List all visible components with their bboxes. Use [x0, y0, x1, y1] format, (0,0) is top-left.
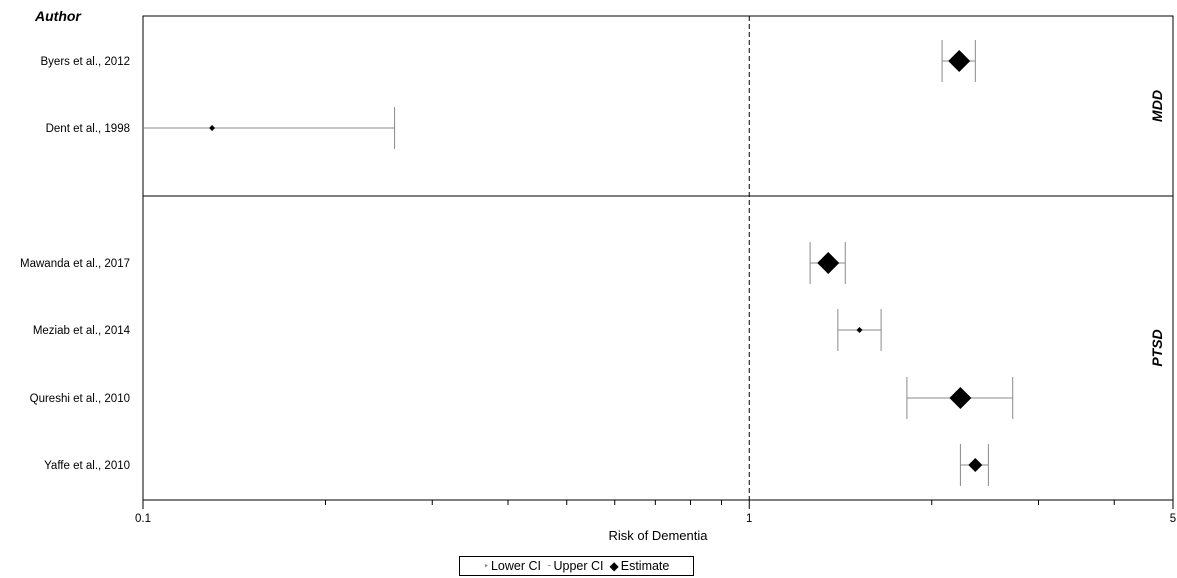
- legend-label-lower-ci: Lower CI: [490, 559, 541, 573]
- estimate-diamond: [817, 252, 840, 274]
- legend-item-lower-ci: ‣ Lower CI: [484, 559, 541, 573]
- legend-item-estimate: ◆ Estimate: [610, 559, 670, 573]
- study-row: Mawanda et al., 2017: [20, 242, 846, 284]
- column-header: Author: [34, 8, 82, 24]
- study-label: Dent et al., 1998: [46, 123, 130, 135]
- estimate-diamond-icon: ◆: [609, 559, 619, 573]
- study-row: Meziab et al., 2014: [33, 309, 882, 351]
- x-tick-label: 1: [746, 513, 752, 525]
- estimate-diamond: [968, 458, 983, 472]
- upper-ci-marker-icon: ⁃: [546, 560, 552, 571]
- legend-label-upper-ci: Upper CI: [553, 559, 604, 573]
- estimate-diamond: [856, 327, 863, 333]
- plot-frame: [142, 15, 1174, 501]
- estimate-diamond: [209, 125, 216, 131]
- group-label: PTSD: [1149, 329, 1165, 366]
- study-label: Byers et al., 2012: [41, 56, 131, 68]
- study-label: Qureshi et al., 2010: [30, 393, 130, 405]
- lower-ci-marker-icon: ‣: [483, 560, 489, 571]
- estimate-diamond: [948, 50, 971, 72]
- study-row: Dent et al., 1998: [46, 107, 396, 149]
- legend-item-upper-ci: ⁃ Upper CI: [547, 559, 604, 573]
- study-row: Byers et al., 2012: [41, 40, 976, 82]
- study-label: Mawanda et al., 2017: [20, 258, 130, 270]
- study-row: Qureshi et al., 2010: [30, 377, 1014, 419]
- study-row: Yaffe et al., 2010: [44, 444, 989, 486]
- x-tick-label: 0.1: [135, 513, 151, 525]
- forest-plot: Author Byers et al., 2012 Dent et al., 19…: [20, 8, 1176, 543]
- group-label: MDD: [1149, 90, 1165, 122]
- legend: ‣ Lower CI ⁃ Upper CI ◆ Estimate: [459, 556, 694, 576]
- estimate-diamond: [949, 387, 972, 409]
- study-label: Meziab et al., 2014: [33, 325, 131, 337]
- x-axis-label: Risk of Dementia: [609, 528, 709, 543]
- x-tick-label: 5: [1170, 513, 1176, 525]
- legend-label-estimate: Estimate: [620, 559, 670, 573]
- study-label: Yaffe et al., 2010: [44, 460, 130, 472]
